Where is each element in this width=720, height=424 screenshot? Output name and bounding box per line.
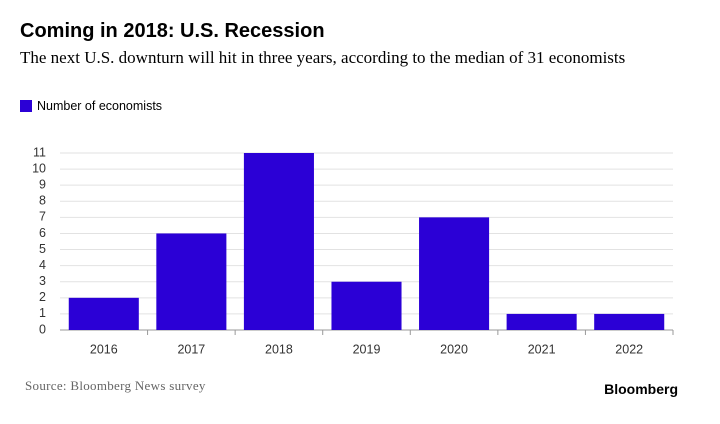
- legend-label: Number of economists: [37, 99, 163, 113]
- y-tick-label: 1: [39, 306, 46, 320]
- y-tick-label: 2: [39, 290, 46, 304]
- bar: [156, 233, 227, 330]
- y-tick-label: 10: [32, 161, 46, 175]
- bar: [419, 217, 490, 330]
- y-tick-label: 8: [39, 194, 46, 208]
- brand-logo: Bloomberg: [604, 381, 678, 397]
- x-tick-label: 2017: [177, 342, 205, 356]
- bar: [594, 313, 665, 330]
- chart-subtitle: The next U.S. downturn will hit in three…: [20, 48, 626, 67]
- legend-swatch: [20, 100, 32, 112]
- x-tick-label: 2019: [353, 342, 381, 356]
- bar: [68, 297, 139, 330]
- y-tick-label: 9: [39, 177, 46, 191]
- x-tick-label: 2018: [265, 342, 293, 356]
- x-tick-label: 2016: [90, 342, 118, 356]
- y-tick-label: 0: [39, 322, 46, 336]
- bar: [243, 153, 314, 330]
- chart-title: Coming in 2018: U.S. Recession: [20, 20, 325, 42]
- y-tick-label: 3: [39, 274, 46, 288]
- source-note: Source: Bloomberg News survey: [25, 378, 206, 393]
- y-tick-label: 7: [39, 210, 46, 224]
- x-tick-label: 2022: [615, 342, 643, 356]
- y-tick-label: 6: [39, 226, 46, 240]
- y-tick-label: 5: [39, 242, 46, 256]
- legend: Number of economists: [20, 99, 162, 113]
- y-tick-label: 11: [33, 145, 46, 159]
- y-tick-label: 4: [39, 258, 46, 272]
- bar: [506, 313, 577, 330]
- x-tick-label: 2021: [528, 342, 556, 356]
- bar: [331, 281, 402, 330]
- x-tick-label: 2020: [440, 342, 468, 356]
